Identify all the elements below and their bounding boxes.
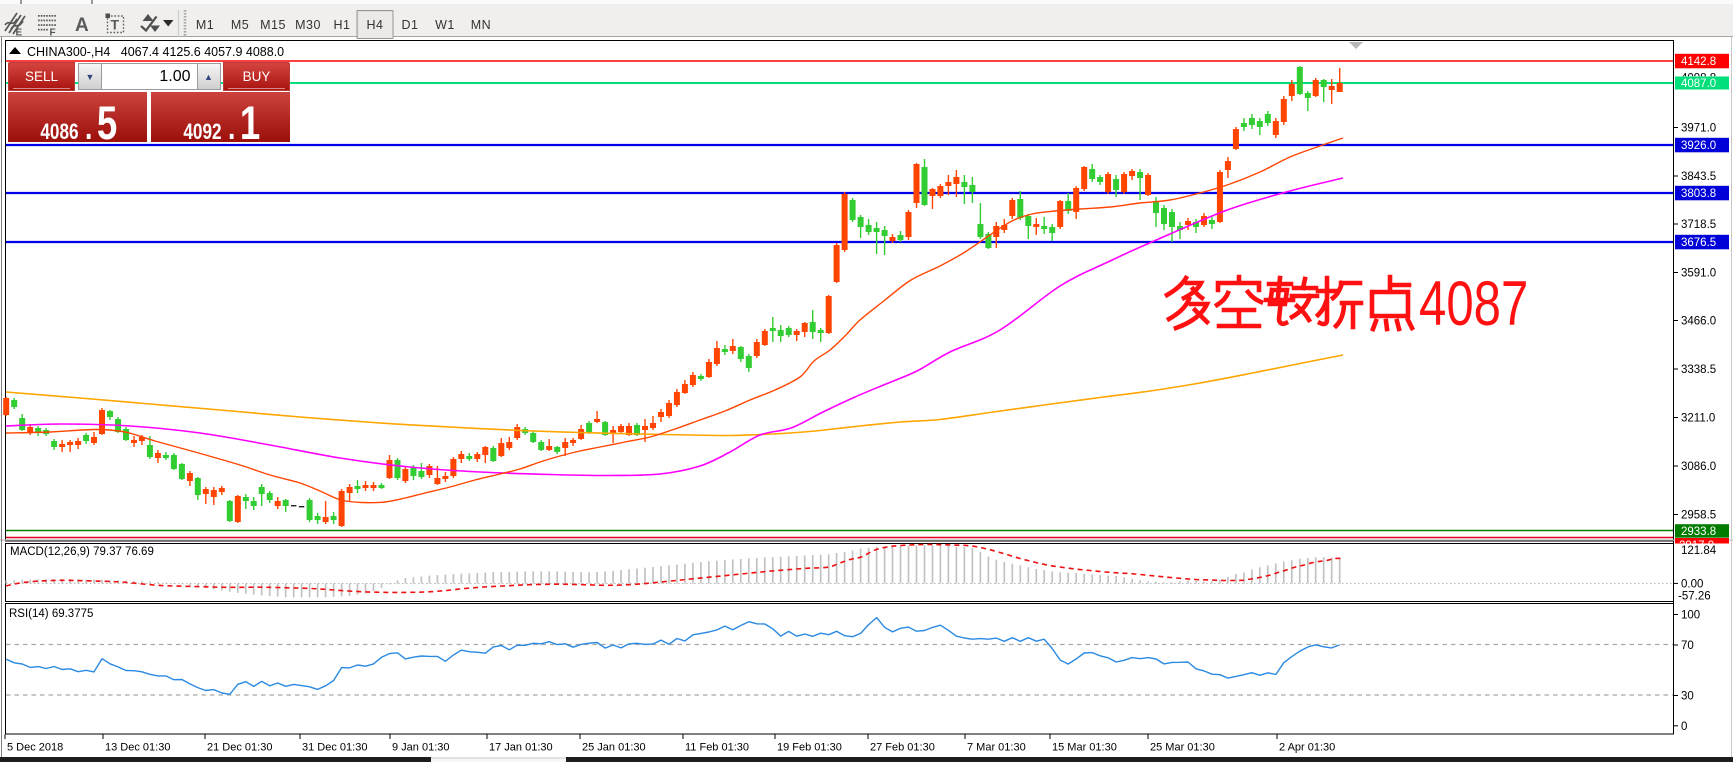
svg-text:3676.5: 3676.5 [1681, 237, 1716, 249]
svg-text:25 Mar 01:30: 25 Mar 01:30 [1150, 742, 1215, 754]
svg-text:4098.8: 4098.8 [1681, 73, 1716, 85]
svg-text:21 Dec 01:30: 21 Dec 01:30 [207, 742, 272, 754]
svg-text:3591.0: 3591.0 [1681, 268, 1716, 280]
svg-text:4087: 4087 [1419, 268, 1528, 338]
svg-text:A: A [75, 15, 89, 36]
svg-text:4087.0: 4087.0 [1681, 78, 1716, 90]
svg-text:3971.0: 3971.0 [1681, 123, 1716, 135]
svg-text:27 Feb 01:30: 27 Feb 01:30 [870, 742, 935, 754]
svg-text:2 Apr 01:30: 2 Apr 01:30 [1279, 742, 1335, 754]
svg-text:2917.0: 2917.0 [1679, 540, 1714, 552]
svg-text:121.84: 121.84 [1681, 545, 1717, 557]
svg-text:9 Jan 01:30: 9 Jan 01:30 [392, 742, 450, 754]
svg-text:3926.0: 3926.0 [1681, 140, 1716, 152]
svg-text:31 Dec 01:30: 31 Dec 01:30 [302, 742, 367, 754]
svg-text:30: 30 [1681, 691, 1694, 703]
svg-text:3211.0: 3211.0 [1681, 413, 1715, 425]
svg-text:11 Feb 01:30: 11 Feb 01:30 [685, 742, 749, 754]
svg-text:3718.5: 3718.5 [1681, 219, 1716, 231]
svg-text:MACD(12,26,9) 79.37 76.69: MACD(12,26,9) 79.37 76.69 [10, 546, 154, 558]
svg-text:T: T [111, 17, 120, 33]
svg-text:3338.5: 3338.5 [1681, 364, 1716, 376]
svg-text:0.00: 0.00 [1681, 578, 1703, 590]
svg-text:17 Jan 01:30: 17 Jan 01:30 [489, 742, 553, 754]
svg-text:19 Feb 01:30: 19 Feb 01:30 [777, 742, 842, 754]
svg-text:3803.8: 3803.8 [1681, 188, 1716, 200]
svg-text:3466.0: 3466.0 [1681, 316, 1716, 328]
svg-text:7 Mar 01:30: 7 Mar 01:30 [967, 742, 1026, 754]
svg-text:-57.26: -57.26 [1678, 591, 1711, 603]
svg-text:E: E [16, 28, 23, 39]
svg-text:0: 0 [1681, 721, 1687, 733]
svg-text:RSI(14) 69.3775: RSI(14) 69.3775 [9, 608, 93, 620]
svg-text:4142.8: 4142.8 [1681, 56, 1716, 68]
svg-text:25 Jan 01:30: 25 Jan 01:30 [582, 742, 646, 754]
svg-text:F: F [50, 28, 56, 39]
svg-text:2933.8: 2933.8 [1681, 526, 1716, 538]
svg-text:70: 70 [1681, 640, 1694, 652]
svg-text:5 Dec 2018: 5 Dec 2018 [7, 742, 63, 754]
svg-text:2958.5: 2958.5 [1681, 510, 1716, 522]
svg-text:15 Mar 01:30: 15 Mar 01:30 [1052, 742, 1117, 754]
svg-text:100: 100 [1681, 610, 1700, 622]
svg-text:13 Dec 01:30: 13 Dec 01:30 [105, 742, 170, 754]
svg-text:CHINA300-,H4 4067.4 4125.6 4: CHINA300-,H4 4067.4 4125.6 4057.9 4088.0 [27, 45, 284, 59]
svg-text:3086.0: 3086.0 [1681, 461, 1716, 473]
svg-text:3843.5: 3843.5 [1681, 171, 1716, 183]
